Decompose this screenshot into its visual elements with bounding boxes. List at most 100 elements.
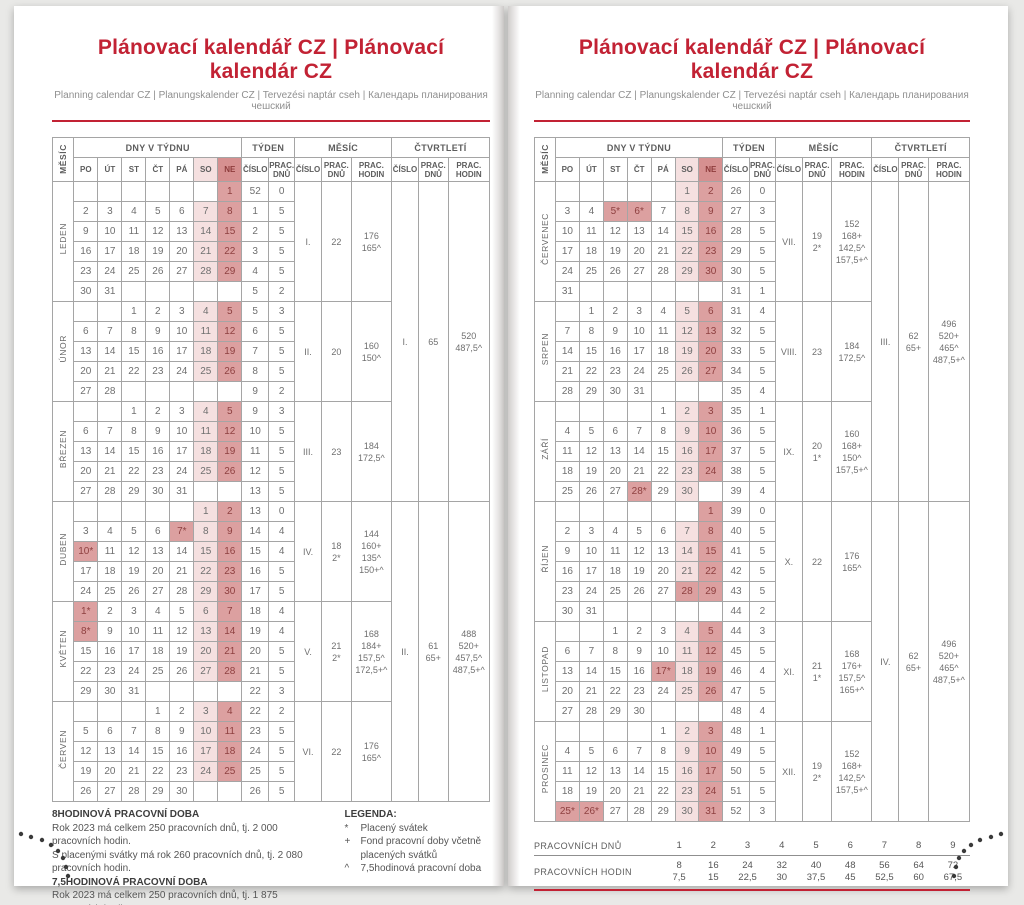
week-workdays: 4 [748, 661, 776, 682]
day-cell: 17 [626, 341, 652, 362]
day-cell: 8 [698, 521, 724, 542]
day-cell: 7 [121, 721, 147, 742]
day-cell: 13 [602, 441, 628, 462]
day-cell: 6 [193, 601, 219, 622]
day-cell: 21 [674, 561, 700, 582]
day-cell: 5 [121, 521, 147, 542]
day-cell: 18 [193, 341, 219, 362]
quarter-number: II. [391, 501, 419, 802]
day-cell: 16 [554, 561, 580, 582]
week-workdays: 4 [268, 621, 296, 642]
day-cell [578, 621, 604, 642]
quarter-workhours: 488 520+ 457,5^ 487,5+^ [447, 501, 491, 802]
day-cell: 10 [554, 221, 580, 242]
day-cell: 15 [73, 641, 99, 662]
working-days-count: 6 [847, 840, 853, 851]
working-days-count: 5 [813, 840, 819, 851]
day-cell: 30 [674, 801, 700, 822]
month-label: PROSINEC [534, 721, 556, 822]
day-cell: 2 [554, 521, 580, 542]
day-cell: 27 [73, 481, 99, 502]
day-cell: 28 [169, 581, 195, 602]
day-cell: 22 [145, 761, 171, 782]
working-days-count: 2 [710, 840, 716, 851]
day-cell: 9 [602, 321, 628, 342]
working-hours-pair: 64 60 [913, 860, 924, 883]
month-workhours-header: PRAC. HODIN [831, 157, 873, 182]
day-cell: 15 [121, 441, 147, 462]
day-cell: 6 [73, 421, 99, 442]
day-cell: 16 [217, 541, 243, 562]
week-number: 39 [722, 481, 750, 502]
day-cell: 4 [578, 201, 604, 222]
day-cell: 28 [674, 581, 700, 602]
day-cell: 11 [97, 541, 123, 562]
day-cell: 23 [97, 661, 123, 682]
day-cell: 25 [145, 661, 171, 682]
day-cell [626, 401, 652, 422]
day-cell: 22 [650, 461, 676, 482]
page-subtitle: Planning calendar CZ | Planungskalender … [54, 90, 488, 112]
day-cell: 26 [121, 581, 147, 602]
day-cell: 17 [169, 341, 195, 362]
day-cell [121, 281, 147, 302]
day-cell: 13 [169, 221, 195, 242]
day-cell: 30 [626, 701, 652, 722]
day-cell: 3 [650, 621, 676, 642]
day-cell: 13 [554, 661, 580, 682]
day-cell: 14 [674, 541, 700, 562]
day-cell [650, 701, 676, 722]
month-workhours: 152 168+ 142,5^ 157,5+^ [831, 181, 873, 302]
day-cell: 16 [169, 741, 195, 762]
header-week-group: TÝDEN [722, 137, 776, 158]
week-number: 24 [241, 741, 270, 762]
working-days-count: 4 [779, 840, 785, 851]
day-cell [121, 181, 147, 202]
week-workdays: 5 [268, 421, 296, 442]
day-cell: 10 [169, 321, 195, 342]
header-week-group: TÝDEN [241, 137, 296, 158]
week-workdays: 5 [748, 361, 776, 382]
day-cell: 19 [73, 761, 99, 782]
day-cell: 2 [626, 621, 652, 642]
day-cell: 8 [602, 641, 628, 662]
day-cell: 10 [626, 321, 652, 342]
day-cell: 25 [217, 761, 243, 782]
day-cell [650, 181, 676, 202]
day-cell: 27 [554, 701, 580, 722]
month-number: XII. [774, 721, 803, 822]
day-cell: 8* [73, 621, 99, 642]
day-cell: 24 [169, 361, 195, 382]
day-cell: 15 [650, 761, 676, 782]
day-cell: 9 [674, 421, 700, 442]
day-cell: 12 [674, 321, 700, 342]
day-cell: 21 [121, 761, 147, 782]
week-number: 2 [241, 221, 270, 242]
day-cell: 14 [578, 661, 604, 682]
month-number: IX. [774, 401, 803, 502]
day-cell: 20 [97, 761, 123, 782]
note-75h-line1: Rok 2023 má celkem 250 pracovních dnů, t… [52, 890, 278, 905]
day-cell: 22 [121, 461, 147, 482]
day-cell: 1* [73, 601, 99, 622]
day-cell: 27 [169, 261, 195, 282]
week-number: 31 [722, 301, 750, 322]
month-number: III. [294, 401, 322, 502]
week-workdays-header: PRAC. DNŮ [748, 157, 776, 182]
day-cell: 3 [193, 701, 219, 722]
day-cell: 8 [193, 521, 219, 542]
month-workhours: 168 176+ 157,5^ 165+^ [831, 621, 873, 722]
month-number: V. [294, 601, 322, 702]
day-header-pa: PÁ [169, 157, 195, 182]
month-label: ŘÍJEN [534, 501, 556, 622]
day-cell: 6 [554, 641, 580, 662]
day-cell: 1 [698, 501, 724, 522]
week-number: 1 [241, 201, 270, 222]
day-cell: 23 [145, 361, 171, 382]
month-workdays-header: PRAC. DNŮ [321, 157, 352, 182]
day-cell: 27 [145, 581, 171, 602]
week-number: 15 [241, 541, 270, 562]
day-cell: 23 [626, 681, 652, 702]
day-cell: 5 [578, 421, 604, 442]
day-cell: 7 [97, 421, 123, 442]
